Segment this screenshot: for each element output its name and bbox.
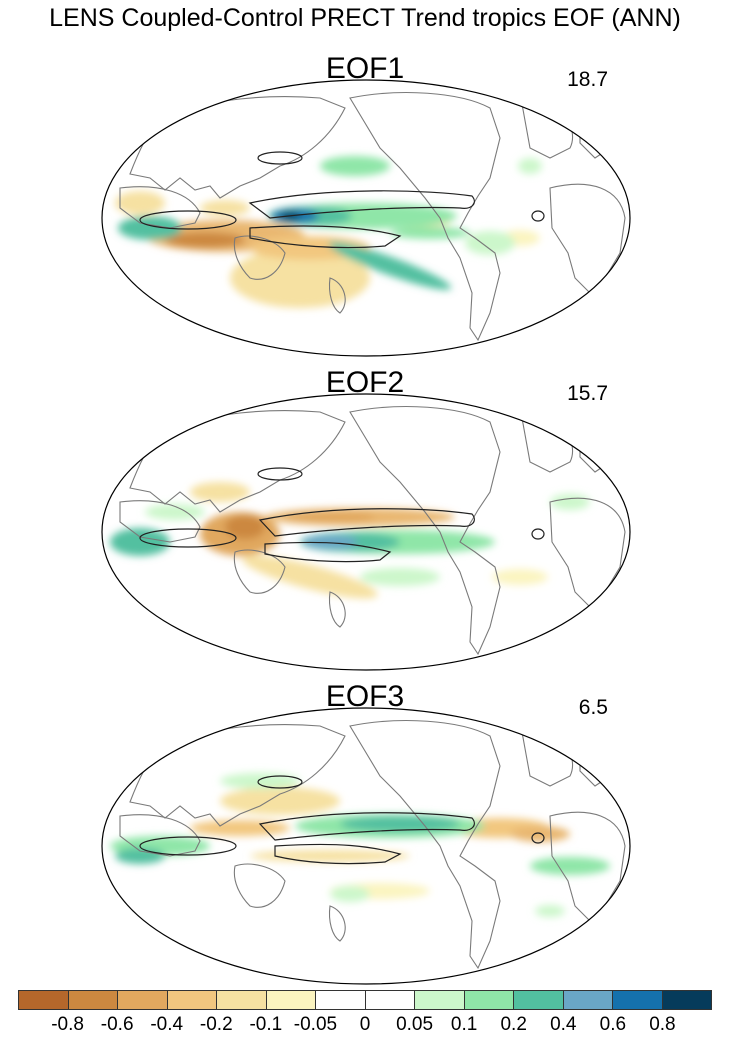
colorbar-labels: -0.8 -0.6 -0.4 -0.2 -0.1 -0.05 0 0.05 0.1 0.2 0.4 0… xyxy=(18,1014,712,1038)
eof1-map xyxy=(101,79,631,357)
colorbar-label: 0.6 xyxy=(599,1014,627,1035)
climatology-contour xyxy=(139,151,545,249)
climatology-contour xyxy=(139,775,545,865)
variance-percent: 15.7 xyxy=(567,382,608,405)
colorbar-label: 0.2 xyxy=(500,1014,527,1035)
eof3-map xyxy=(101,707,631,985)
colorbar-box xyxy=(217,991,267,1009)
colorbar-label: -0.05 xyxy=(293,1014,338,1035)
map-border xyxy=(101,707,631,985)
colorbar-label: -0.8 xyxy=(51,1014,84,1035)
colorbar-box xyxy=(68,991,118,1009)
colorbar-label: 0.1 xyxy=(450,1014,478,1035)
colorbar-label: 0.4 xyxy=(550,1014,577,1035)
colorbar-box xyxy=(167,991,217,1009)
colorbar-box xyxy=(464,991,514,1009)
eof1-shading xyxy=(115,92,626,342)
colorbar-label: -0.1 xyxy=(249,1014,283,1035)
colorbar-label: -0.2 xyxy=(199,1014,233,1035)
colorbar-box xyxy=(514,991,564,1009)
colorbar xyxy=(18,990,712,1010)
variance-percent: 18.7 xyxy=(567,68,608,91)
colorbar-box xyxy=(365,991,415,1009)
colorbar-box xyxy=(316,991,366,1009)
colorbar-box xyxy=(613,991,663,1009)
colorbar-label: 0.8 xyxy=(649,1014,676,1035)
map-border xyxy=(101,393,631,671)
colorbar-label: -0.6 xyxy=(100,1014,134,1035)
colorbar-box xyxy=(662,991,711,1009)
variance-percent: 6.5 xyxy=(578,696,608,719)
eof2-panel: EOF2 15.7 xyxy=(0,366,730,686)
colorbar-box xyxy=(415,991,465,1009)
eof2-shading xyxy=(110,406,626,656)
colorbar-label: -0.4 xyxy=(150,1014,184,1035)
eof3-shading xyxy=(110,720,626,970)
colorbar-label: 0.05 xyxy=(396,1014,434,1035)
colorbar-box xyxy=(19,991,69,1009)
colorbar-label: 0 xyxy=(359,1014,371,1035)
colorbar-box xyxy=(266,991,316,1009)
climatology-contour xyxy=(139,467,545,563)
colorbar-box xyxy=(563,991,613,1009)
map-border xyxy=(101,79,631,357)
figure-title: LENS Coupled-Control PRECT Trend tropics… xyxy=(49,4,681,32)
eof1-panel: EOF1 18.7 xyxy=(0,52,730,372)
eof3-panel: EOF3 6.5 xyxy=(0,680,730,1000)
eof2-map xyxy=(101,393,631,671)
colorbar-box xyxy=(118,991,168,1009)
